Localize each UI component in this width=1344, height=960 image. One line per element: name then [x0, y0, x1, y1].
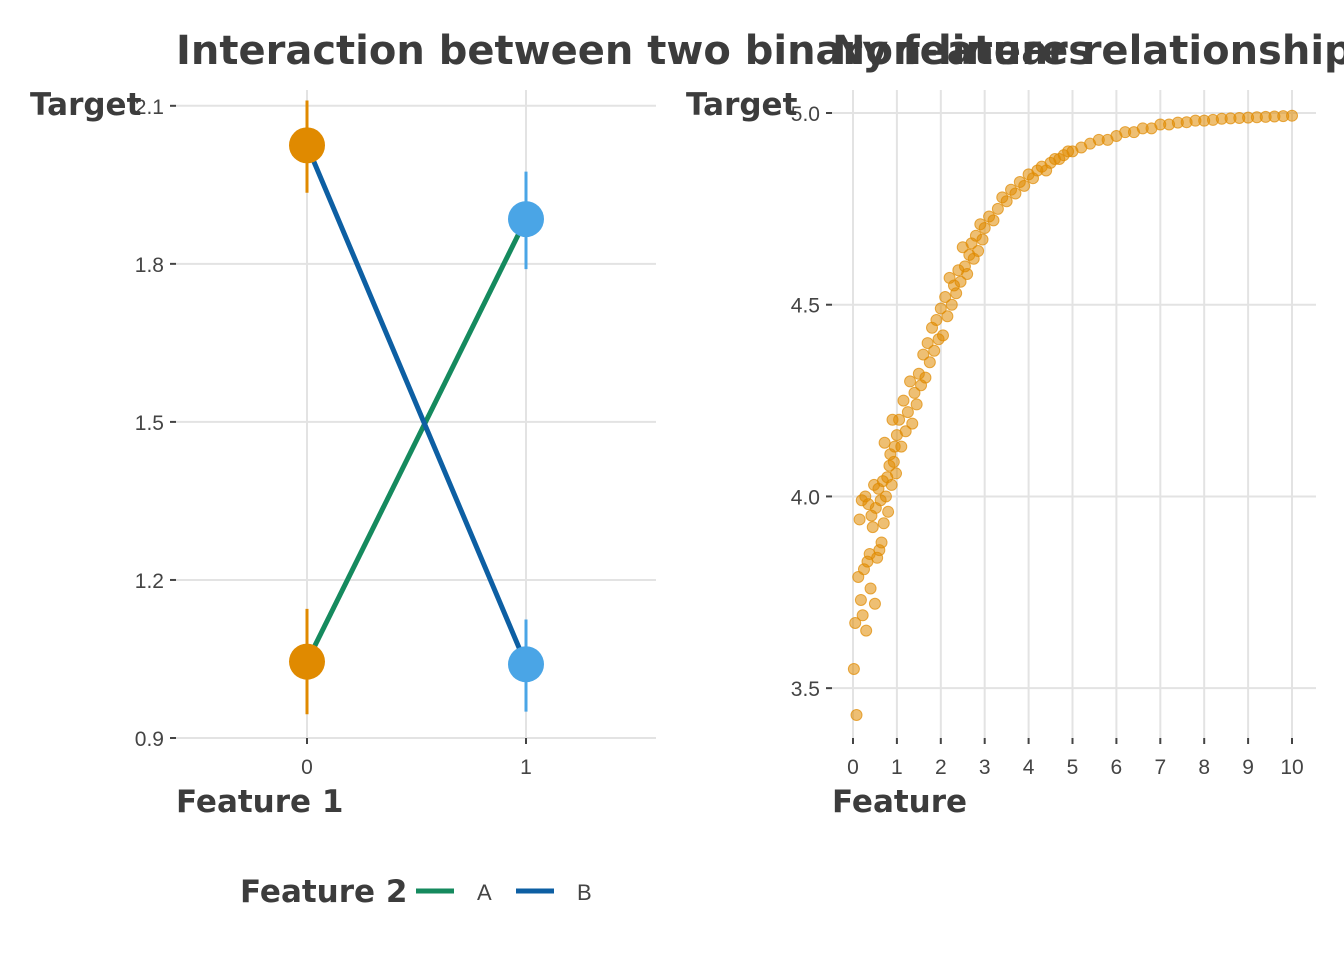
scatter-point	[897, 394, 910, 407]
right-y-tick-label: 3.5	[791, 678, 820, 701]
scatter-point	[885, 478, 898, 491]
series-line-b	[304, 144, 529, 666]
left-data-point	[289, 127, 325, 164]
scatter-point	[987, 214, 1000, 227]
legend-title: Feature 2	[240, 874, 407, 910]
right-y-tick-label: 4.0	[791, 486, 820, 509]
right-y-axis-title: Target	[686, 87, 798, 123]
right-x-tick-label: 5	[1067, 756, 1079, 779]
right-x-tick-label: 10	[1280, 756, 1303, 779]
scatter-point	[945, 298, 958, 311]
left-y-tick-label: 1.8	[135, 254, 164, 277]
scatter-point	[850, 708, 863, 721]
scatter-point	[941, 310, 954, 323]
legend: Feature 2 A B	[240, 874, 592, 910]
scatter-point	[919, 371, 932, 384]
scatter-point	[1009, 187, 1022, 200]
scatter-point	[950, 287, 963, 300]
right-y-tick-label: 4.5	[791, 295, 820, 318]
scatter-point	[976, 233, 989, 246]
legend-label-a: A	[477, 880, 492, 905]
left-y-tick-label: 1.2	[135, 570, 164, 593]
legend-label-b: B	[577, 880, 592, 905]
left-data-point	[508, 201, 544, 238]
scatter-point	[899, 425, 912, 438]
scatter-point	[866, 521, 879, 534]
right-x-tick-label: 0	[847, 756, 859, 779]
right-x-tick-label: 2	[935, 756, 947, 779]
scatter-point	[847, 662, 860, 675]
left-points	[289, 127, 544, 683]
left-chart-title: Interaction between two binary features	[176, 28, 1092, 74]
scatter-point	[906, 417, 919, 430]
scatter-point	[860, 624, 873, 637]
scatter-point	[930, 314, 943, 327]
left-x-tick-label: 0	[301, 756, 313, 779]
left-tick-labels: 0 1 0.9 1.2 1.5 1.8 2.1	[135, 96, 532, 779]
scatter-point	[991, 202, 1004, 215]
scatter-point	[875, 536, 888, 549]
scatter-point	[972, 245, 985, 258]
scatter-point	[856, 609, 869, 622]
left-x-tick-label: 1	[520, 756, 532, 779]
scatter-point	[923, 356, 936, 369]
right-chart-title: Non-linear relationship between	[832, 28, 1344, 74]
scatter-point	[849, 616, 862, 629]
left-data-point	[508, 646, 544, 683]
left-y-tick-label: 0.9	[135, 728, 164, 751]
right-scatter-points	[847, 109, 1298, 721]
scatter-point	[868, 597, 881, 610]
nonlinear-chart-panel: 0 1 2 3 4 5 6 7 8 9 10 3.5 4.0 4.5 5.0 Non-linear rela…	[686, 28, 1344, 820]
right-x-tick-label: 8	[1198, 756, 1210, 779]
left-series-lines	[304, 144, 529, 666]
right-x-tick-label: 3	[979, 756, 991, 779]
scatter-point	[904, 375, 917, 388]
right-gridlines	[832, 90, 1316, 738]
right-x-tick-label: 6	[1111, 756, 1123, 779]
left-y-tick-label: 1.5	[135, 412, 164, 435]
scatter-point	[854, 593, 867, 606]
scatter-point	[882, 505, 895, 518]
scatter-point	[921, 337, 934, 350]
scatter-point	[961, 268, 974, 281]
scatter-point	[978, 222, 991, 235]
scatter-point	[908, 386, 921, 399]
scatter-point	[1018, 179, 1031, 192]
scatter-point	[1286, 109, 1298, 122]
scatter-point	[895, 440, 908, 453]
right-x-axis-title: Feature	[832, 784, 967, 820]
left-data-point	[289, 643, 325, 680]
scatter-point	[901, 406, 914, 419]
right-x-tick-label: 1	[891, 756, 903, 779]
right-x-tick-label: 9	[1242, 756, 1254, 779]
scatter-point	[910, 398, 923, 411]
scatter-point	[934, 302, 947, 315]
right-x-tick-label: 4	[1023, 756, 1035, 779]
scatter-point	[887, 455, 900, 468]
interaction-chart-panel: 0 1 0.9 1.2 1.5 1.8 2.1 Interaction between tw…	[30, 28, 1092, 820]
scatter-point	[928, 344, 941, 357]
left-x-axis-title: Feature 1	[176, 784, 343, 820]
right-y-tick-label: 5.0	[791, 103, 820, 126]
right-tick-labels: 0 1 2 3 4 5 6 7 8 9 10 3.5 4.0 4.5 5.0	[791, 103, 1304, 779]
scatter-point	[853, 513, 866, 526]
scatter-point	[917, 348, 930, 361]
scatter-point	[890, 467, 903, 480]
left-y-axis-title: Target	[30, 87, 142, 123]
scatter-point	[879, 490, 892, 503]
scatter-point	[893, 413, 906, 426]
scatter-point	[1000, 195, 1013, 208]
left-gridlines	[176, 90, 656, 739]
scatter-point	[954, 275, 967, 288]
scatter-point	[878, 436, 891, 449]
right-x-tick-label: 7	[1154, 756, 1166, 779]
scatter-point	[877, 517, 890, 530]
left-y-tick-label: 2.1	[135, 96, 164, 119]
series-line-a	[304, 217, 529, 663]
scatter-point	[939, 291, 952, 304]
scatter-point	[864, 582, 877, 595]
scatter-point	[936, 329, 949, 342]
